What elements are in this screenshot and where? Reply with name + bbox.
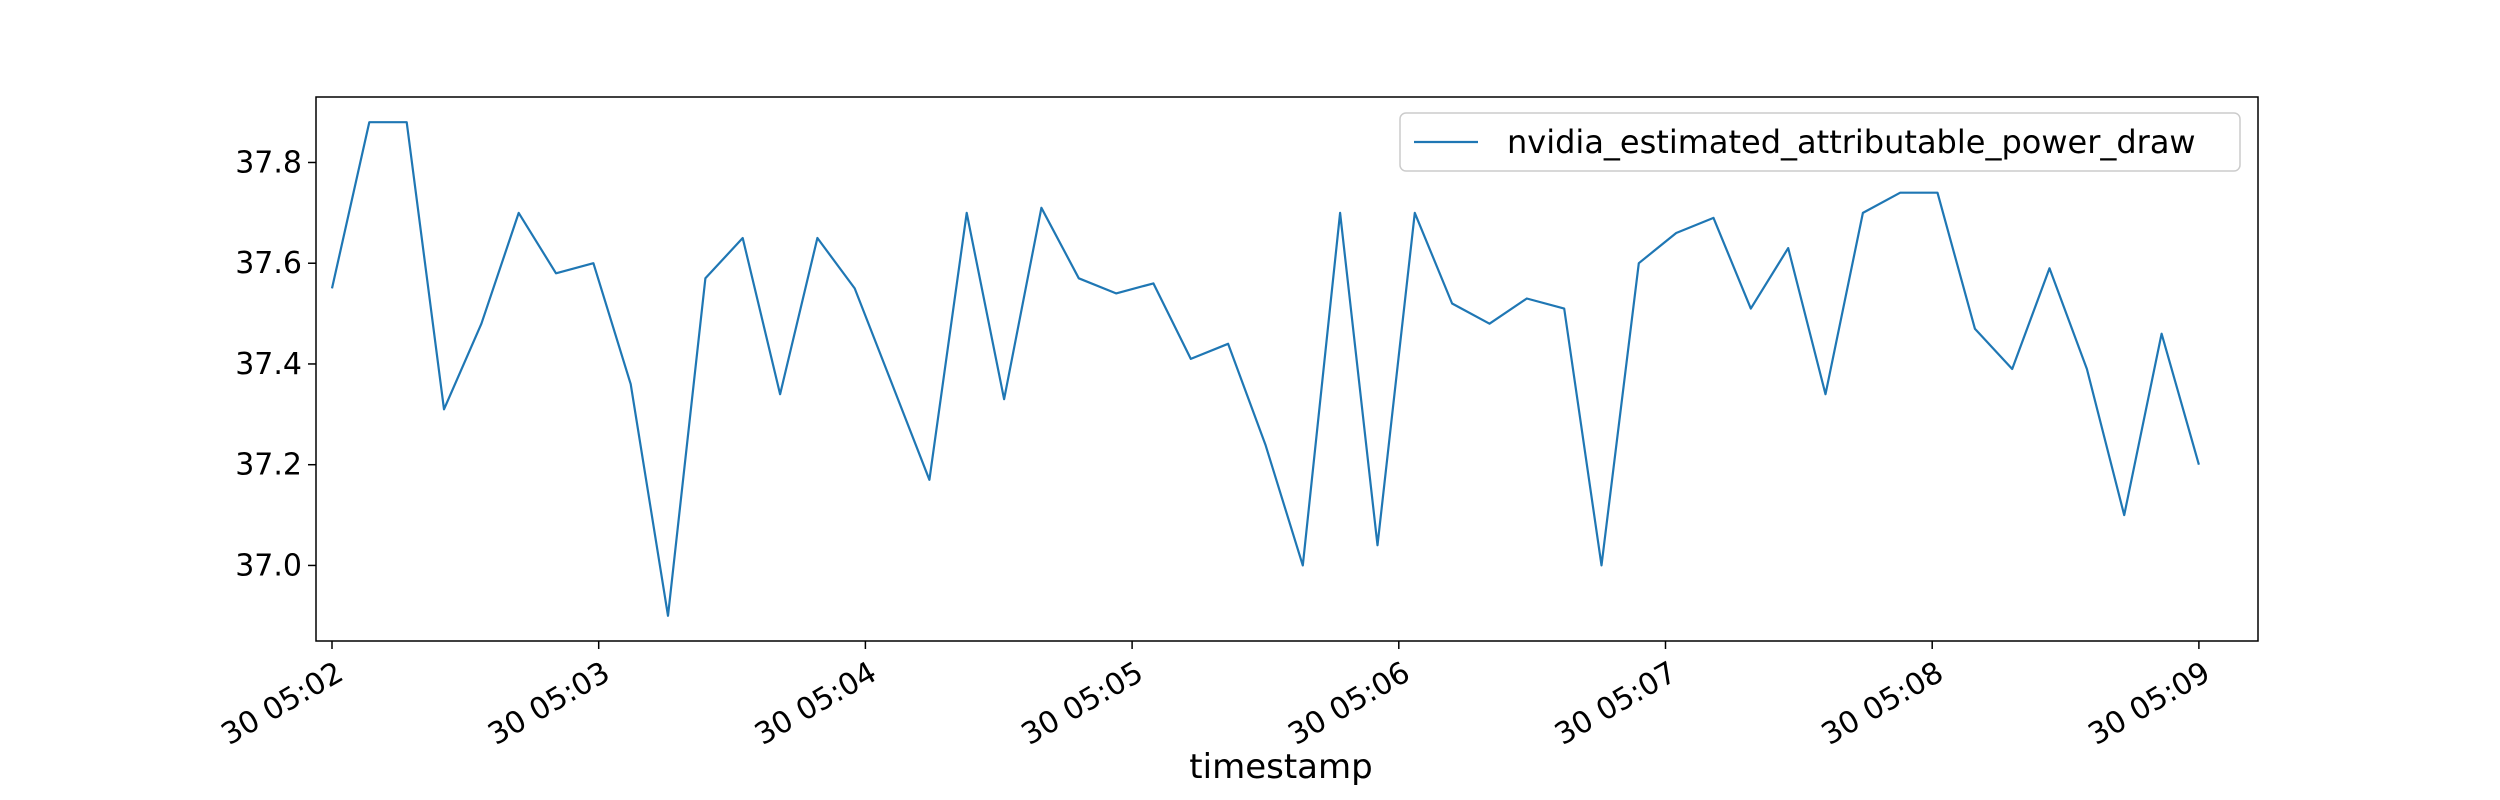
series-line [330, 121, 2200, 617]
y-tick-label: 37.4 [235, 347, 302, 382]
plot-area [315, 96, 2259, 642]
x-tick-label: 30 05:09 [2082, 655, 2216, 752]
x-tick-label: 30 05:04 [749, 655, 883, 752]
y-tick-label: 37.8 [235, 145, 302, 180]
y-tick-label: 37.0 [235, 548, 302, 583]
x-axis: 30 05:02 30 05:03 30 05:04 30 05:05 30 05:06… [216, 641, 2216, 752]
x-tick-label: 30 05:03 [482, 655, 616, 752]
y-axis: 37.0 37.2 37.4 37.6 37.8 [235, 145, 316, 583]
x-tick-label: 30 05:02 [216, 655, 350, 752]
x-tick-label: 30 05:08 [1816, 655, 1950, 752]
legend: nvidia_estimated_attributable_power_draw [1399, 112, 2241, 172]
y-tick-label: 37.2 [235, 448, 302, 483]
legend-label: nvidia_estimated_attributable_power_draw [1507, 123, 2196, 161]
x-tick-label: 30 05:05 [1016, 655, 1150, 752]
plot-border [315, 96, 2259, 642]
x-axis-title: timestamp [1189, 747, 1372, 787]
x-tick-label: 30 05:07 [1549, 655, 1683, 752]
legend-box [1399, 112, 2241, 172]
y-tick-label: 37.6 [235, 246, 302, 281]
series-layer [330, 121, 2200, 617]
x-tick-label: 30 05:06 [1282, 655, 1416, 752]
